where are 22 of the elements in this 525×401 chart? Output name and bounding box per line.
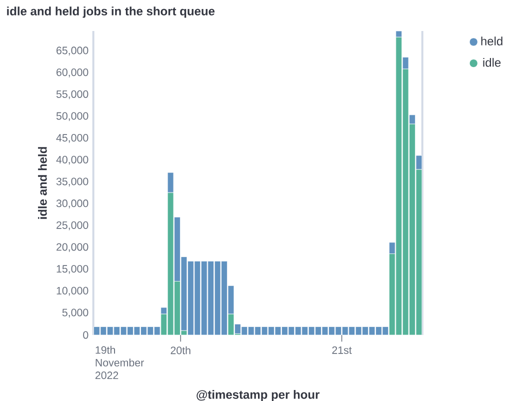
y-tick-label: 45,000 bbox=[56, 134, 88, 143]
x-tick-label: 21st bbox=[332, 346, 352, 354]
y-tick-label: 55,000 bbox=[56, 90, 88, 100]
y-axis-title: idle and held bbox=[38, 147, 47, 219]
y-tick-label: 0 bbox=[83, 331, 88, 339]
y-tick-label: 15,000 bbox=[56, 265, 88, 274]
y-tick-label: 35,000 bbox=[56, 178, 88, 187]
y-tick-label: 5,000 bbox=[62, 308, 88, 318]
x-axis-title: @timestamp per hour bbox=[196, 390, 320, 401]
y-tick-label: 60,000 bbox=[56, 68, 88, 78]
y-tick-label: 10,000 bbox=[56, 286, 88, 296]
legend-label: held bbox=[481, 36, 502, 46]
chart-title: idle and held jobs in the short queue bbox=[7, 6, 215, 18]
y-tick-label: 20,000 bbox=[56, 243, 88, 252]
text: 19th November 2022 bbox=[95, 346, 144, 380]
x-tick-label: 20th bbox=[170, 346, 190, 354]
y-tick-label: 50,000 bbox=[56, 112, 88, 122]
y-tick-label: 65,000 bbox=[56, 46, 88, 56]
legend-label: idle bbox=[483, 58, 501, 67]
y-tick-label: 30,000 bbox=[56, 200, 88, 208]
y-tick-label: 25,000 bbox=[56, 221, 88, 230]
y-tick-label: 40,000 bbox=[56, 156, 88, 165]
